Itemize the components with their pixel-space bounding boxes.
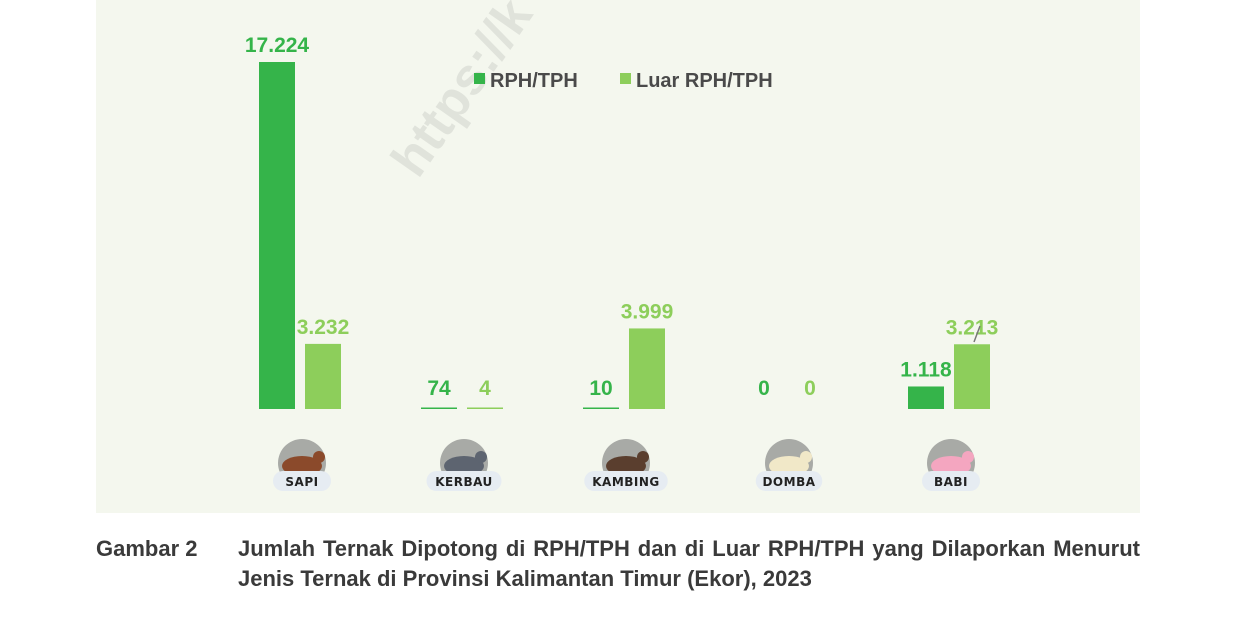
legend-label-1: RPH/TPH	[490, 70, 578, 92]
category-icons-group: SAPI KERBAU KAMBING DOMBA BABI	[273, 439, 980, 491]
bar-kerbau-series1	[421, 407, 457, 409]
chart-panel: https://k RPH/TPH Luar RPH/TPH 17.224 3.23…	[96, 0, 1140, 513]
cow-icon: SAPI	[273, 439, 331, 491]
caption-text: Jumlah Ternak Dipotong di RPH/TPH dan di…	[238, 536, 1140, 591]
value-label-kerbau-series2: 4	[479, 377, 491, 400]
category-pill	[755, 471, 823, 491]
category-label-kambing: KAMBING	[592, 475, 660, 489]
category-label-babi: BABI	[934, 475, 968, 489]
buffalo-icon: KERBAU	[426, 439, 502, 491]
bar-sapi-series2	[305, 343, 341, 409]
legend-swatch-2	[620, 73, 631, 84]
bar-kerbau-series2	[467, 407, 503, 409]
value-label-kambing-series2: 3.999	[621, 300, 674, 323]
category-pill	[273, 471, 331, 491]
category-pill	[426, 471, 502, 491]
bars-group	[259, 62, 990, 409]
bar-babi-series1	[908, 386, 944, 409]
caption-label: Gambar 2	[96, 536, 198, 561]
value-label-kerbau-series1: 74	[427, 377, 451, 400]
bar-chart: https://k RPH/TPH Luar RPH/TPH 17.224 3.23…	[245, 0, 998, 491]
value-label-kambing-series1: 10	[589, 377, 612, 400]
bar-babi-series2	[954, 344, 990, 409]
category-label-domba: DOMBA	[762, 475, 815, 489]
icon-head	[962, 451, 974, 463]
sheep-icon: DOMBA	[755, 439, 823, 491]
category-label-kerbau: KERBAU	[435, 475, 493, 489]
bar-sapi-series1	[259, 62, 295, 409]
value-label-sapi-series2: 3.232	[297, 316, 350, 339]
value-label-babi-series2: 3.213	[946, 316, 999, 339]
icon-head	[475, 451, 487, 463]
category-pill	[922, 471, 980, 491]
icon-head	[800, 451, 812, 463]
value-label-sapi-series1: 17.224	[245, 34, 310, 57]
legend-label-2: Luar RPH/TPH	[636, 70, 773, 92]
legend: RPH/TPH Luar RPH/TPH	[474, 70, 773, 92]
icon-head	[313, 451, 325, 463]
value-labels-group: 17.224 3.232 74 4 10 3.999 0 0 1.118 3.213	[245, 34, 998, 400]
value-label-domba-series2: 0	[804, 377, 816, 400]
category-label-sapi: SAPI	[285, 475, 318, 489]
bar-kambing-series2	[629, 328, 665, 409]
icon-head	[637, 451, 649, 463]
category-pill	[584, 471, 668, 491]
value-label-babi-series1: 1.118	[900, 358, 952, 381]
pig-icon: BABI	[922, 439, 980, 491]
leader-line-babi	[973, 325, 981, 343]
watermark: https://k	[380, 0, 544, 187]
bar-kambing-series1	[583, 407, 619, 409]
legend-swatch-1	[474, 73, 485, 84]
value-label-domba-series1: 0	[758, 377, 770, 400]
goat-icon: KAMBING	[584, 439, 668, 491]
